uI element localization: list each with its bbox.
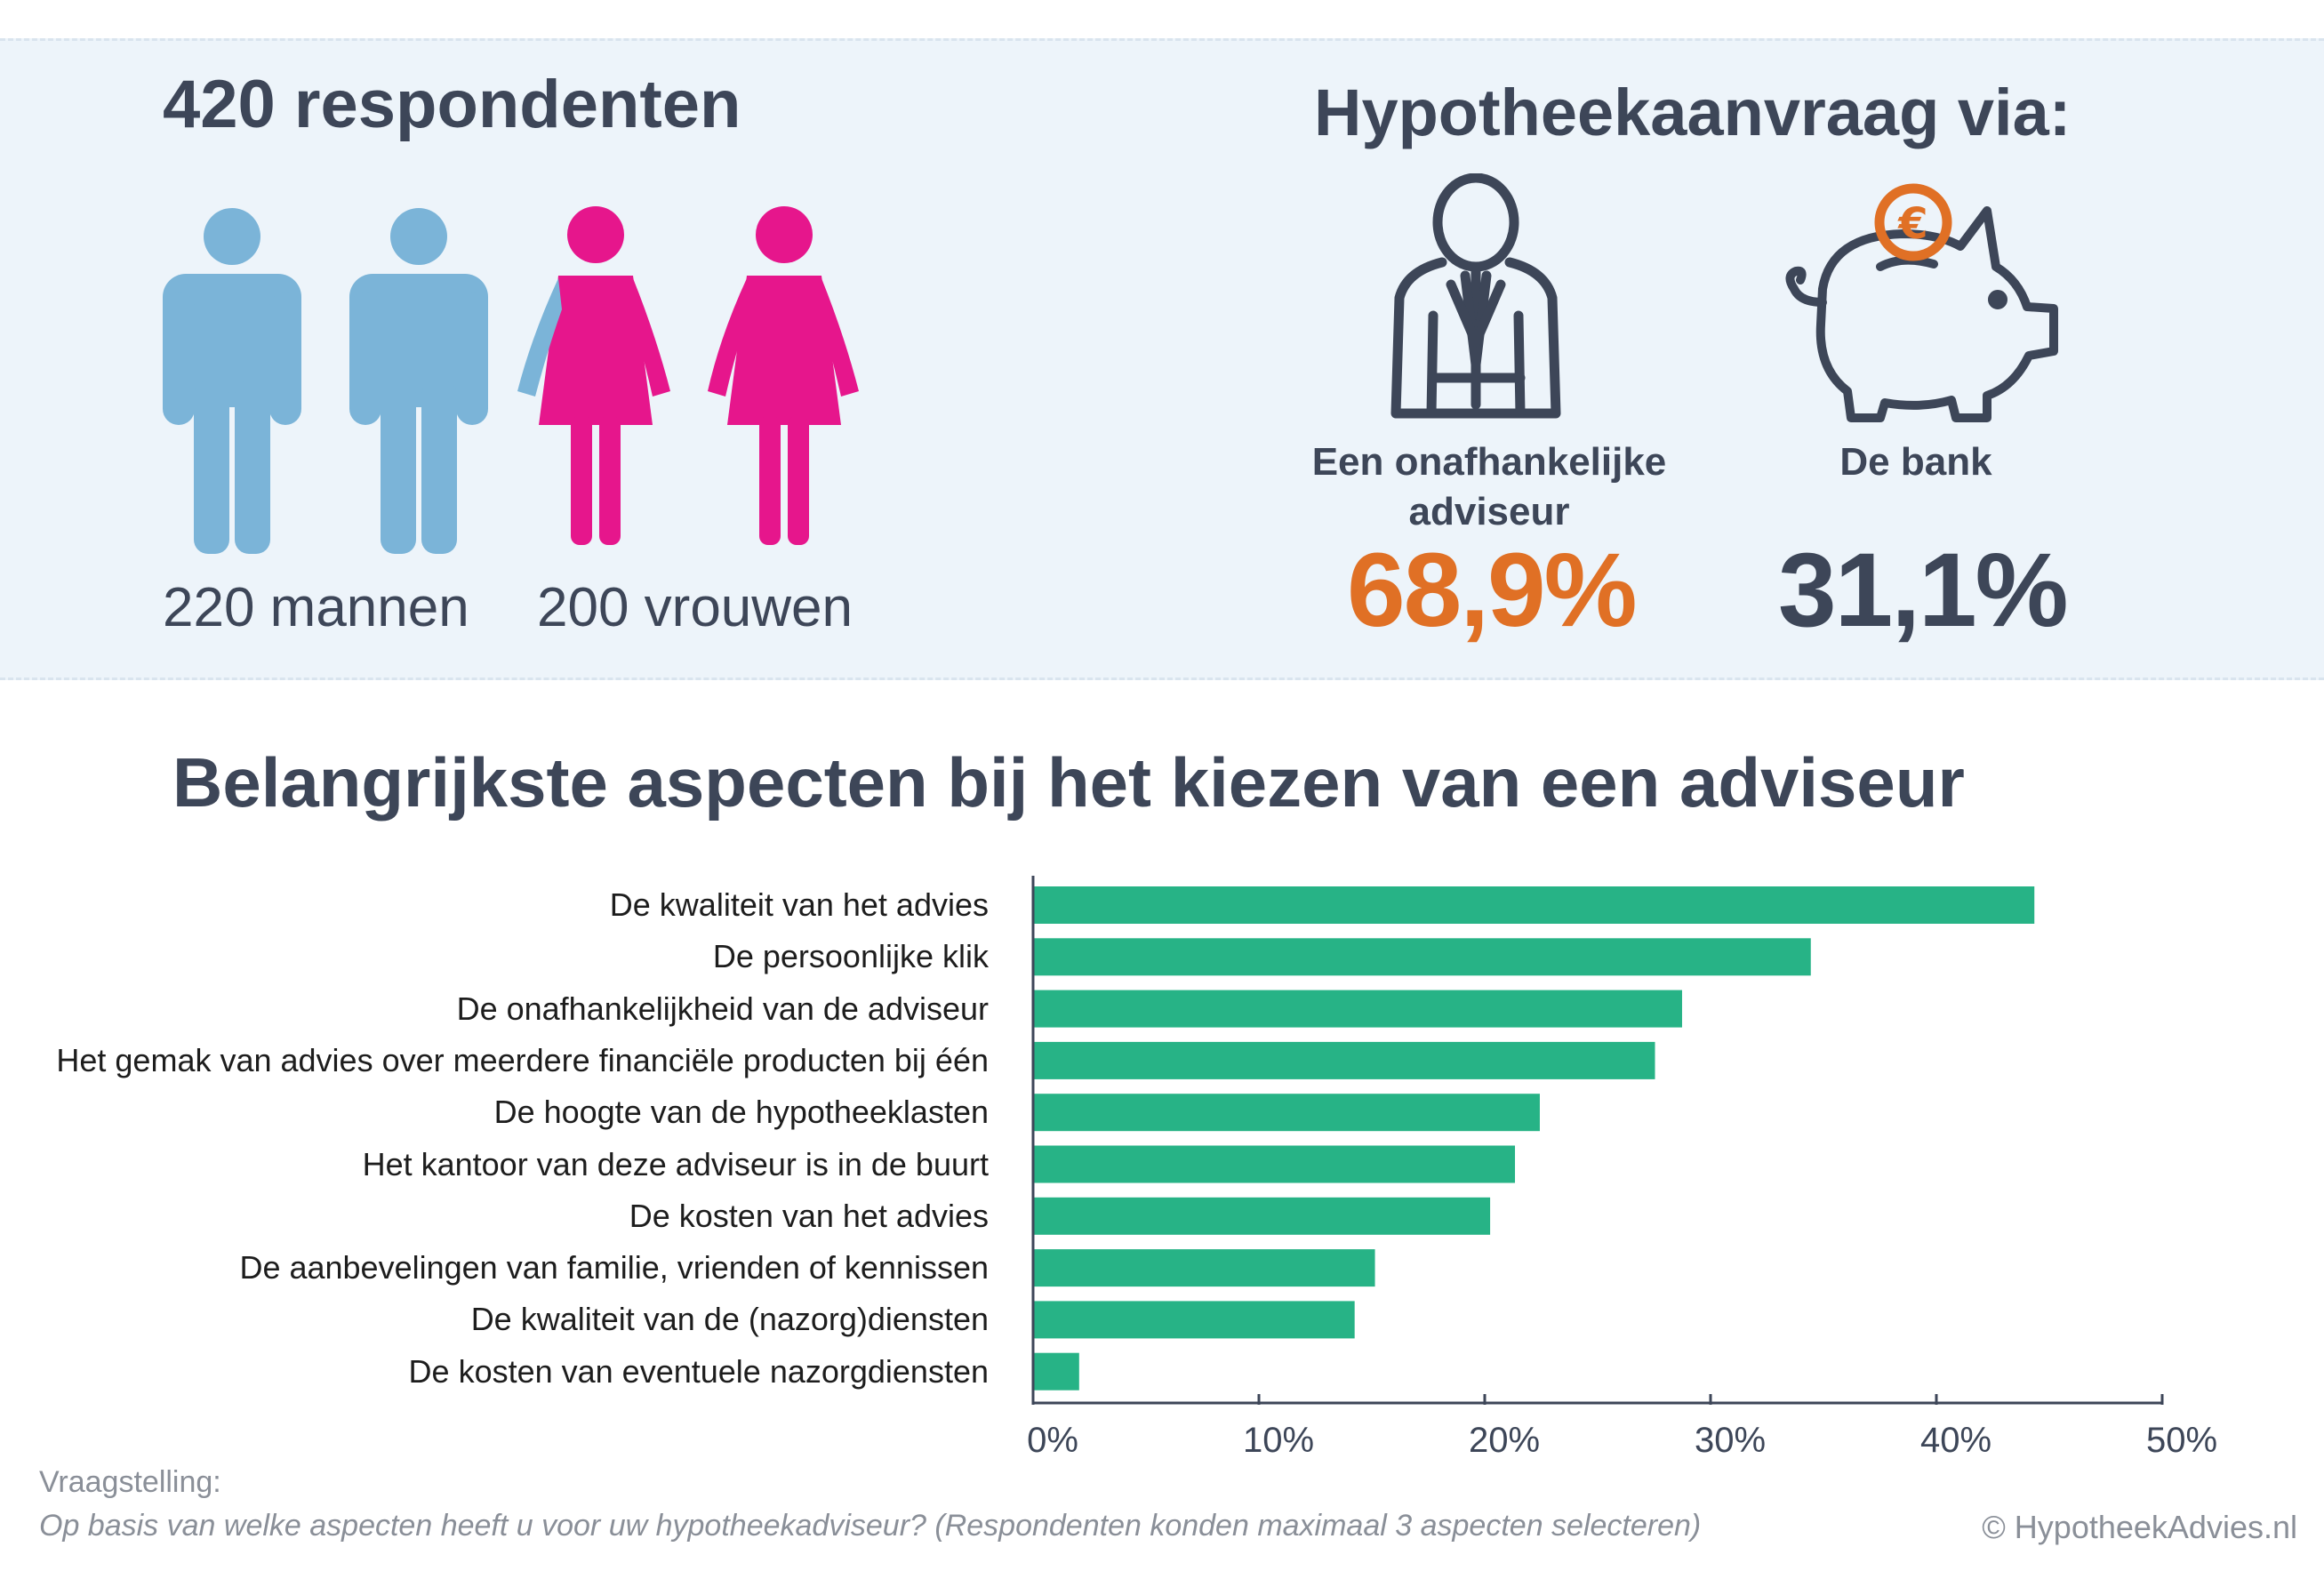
bar (1034, 886, 2035, 924)
bars-group (1034, 886, 2035, 1391)
advisor-percentage: 68,9% (1347, 532, 1638, 649)
bar (1034, 1197, 1491, 1235)
x-tick-label: 20% (1468, 1421, 1541, 1460)
question-text: Op basis van welke aspecten heeft u voor… (39, 1509, 1702, 1543)
x-tick-label: 0% (1027, 1421, 1078, 1460)
euro-coin-icon: € (1874, 183, 1952, 261)
bar (1034, 1352, 1079, 1391)
chart-title: Belangrijkste aspecten bij het kiezen va… (172, 743, 1965, 822)
bar (1034, 1249, 1375, 1287)
bar (1034, 1145, 1516, 1183)
advisor-label-line1: Een onafhankelijke (1311, 440, 1667, 484)
respondents-title: 420 respondenten (163, 67, 741, 142)
x-tick-label: 30% (1694, 1421, 1767, 1460)
advisor-label: Een onafhankelijke adviseur (1280, 437, 1698, 537)
x-tick-label: 50% (2145, 1421, 2218, 1460)
advisor-person-icon (1390, 173, 1561, 419)
copyright: © HypotheekAdvies.nl (1982, 1509, 2297, 1545)
svg-text:€: € (1897, 199, 1927, 249)
woman-icon (708, 206, 859, 545)
bar (1034, 1301, 1355, 1339)
women-count-label: 200 vrouwen (537, 577, 853, 638)
bar (1034, 1041, 1655, 1079)
bar (1034, 938, 1811, 976)
category-label: De kwaliteit van de (nazorg)diensten (470, 1301, 989, 1338)
bank-percentage: 31,1% (1778, 532, 2069, 649)
bar (1034, 990, 1682, 1028)
category-label: De persoonlijke klik (712, 938, 989, 975)
piggy-bank-euro-icon: € (1785, 183, 2058, 422)
advisor-label-line2: adviseur (1408, 490, 1570, 533)
category-label: De kwaliteit van het advies (609, 886, 989, 923)
man-icon (349, 208, 488, 554)
woman-icon (517, 206, 670, 545)
bar (1034, 1094, 1540, 1132)
category-label: Het gemak van advies over meerdere finan… (56, 1041, 989, 1078)
bank-label: De bank (1839, 440, 1992, 484)
ticks-group (1031, 1394, 2164, 1405)
category-label: De kosten van eventuele nazorgdiensten (408, 1352, 989, 1390)
category-label: De kosten van het advies (629, 1197, 989, 1234)
application-title: Hypotheekaanvraag via: (1314, 76, 2072, 149)
question-heading: Vraagstelling: (39, 1465, 221, 1499)
x-tick-label: 40% (1919, 1421, 1992, 1460)
x-tick-label: 10% (1242, 1421, 1315, 1460)
man-icon (163, 208, 301, 554)
category-label: De aanbevelingen van familie, vrienden o… (239, 1249, 989, 1286)
category-label: De hoogte van de hypotheeklasten (493, 1094, 989, 1131)
category-label: De onafhankelijkheid van de adviseur (456, 990, 989, 1027)
people-pictogram (163, 206, 859, 554)
category-label: Het kantoor van deze adviseur is in de b… (362, 1145, 989, 1182)
men-count-label: 220 mannen (163, 577, 469, 638)
